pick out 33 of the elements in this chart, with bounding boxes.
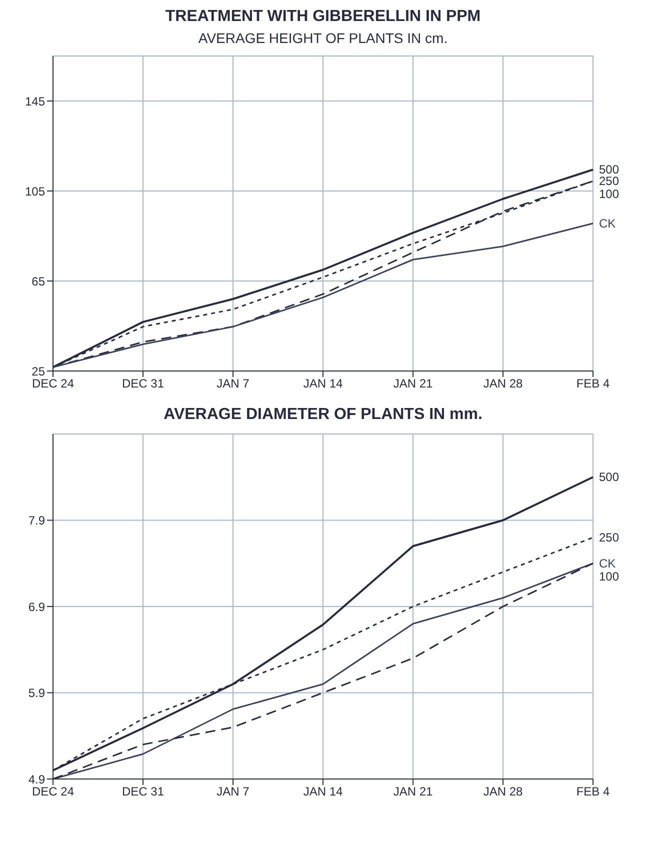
series-label: 500 xyxy=(599,470,620,484)
y-tick-label: 65 xyxy=(32,274,46,288)
x-tick-label: JAN 14 xyxy=(303,784,343,799)
x-tick-label: FEB 4 xyxy=(576,376,610,391)
x-tick-label: JAN 21 xyxy=(393,784,433,799)
series-label: CK xyxy=(599,216,616,230)
chart-title: TREATMENT WITH GIBBERELLIN IN PPM xyxy=(164,8,482,26)
x-tick-label: FEB 4 xyxy=(576,784,610,799)
y-tick-label: 145 xyxy=(24,94,46,108)
series-label: 100 xyxy=(599,569,620,584)
y-tick-label: 5.9 xyxy=(28,686,46,700)
y-tick-label: 6.9 xyxy=(28,600,46,614)
chart-subtitle: AVERAGE HEIGHT OF PLANTS IN cm. xyxy=(197,30,449,46)
x-tick-label: JAN 21 xyxy=(393,376,433,391)
series-label: 250 xyxy=(599,174,620,188)
x-tick-label: JAN 14 xyxy=(303,376,343,391)
series-label: 500 xyxy=(599,162,620,177)
series-label: CK xyxy=(599,556,616,570)
x-tick-label: JAN 7 xyxy=(216,784,250,799)
x-tick-label: JAN 28 xyxy=(483,376,523,391)
series-label: 100 xyxy=(599,187,620,202)
series-label: 250 xyxy=(599,530,620,544)
x-tick-label: JAN 28 xyxy=(483,784,523,799)
y-tick-label: 7.9 xyxy=(28,514,46,528)
x-tick-label: DEC 24 xyxy=(32,784,74,799)
y-tick-label: 4.9 xyxy=(28,772,46,786)
chart-title: AVERAGE DIAMETER OF PLANTS IN mm. xyxy=(162,406,484,424)
x-tick-label: DEC 31 xyxy=(122,376,164,391)
y-tick-label: 25 xyxy=(32,364,46,378)
x-tick-label: JAN 7 xyxy=(216,376,250,391)
x-tick-label: DEC 24 xyxy=(32,376,74,391)
y-tick-label: 105 xyxy=(24,184,46,198)
x-tick-label: DEC 31 xyxy=(122,784,164,799)
